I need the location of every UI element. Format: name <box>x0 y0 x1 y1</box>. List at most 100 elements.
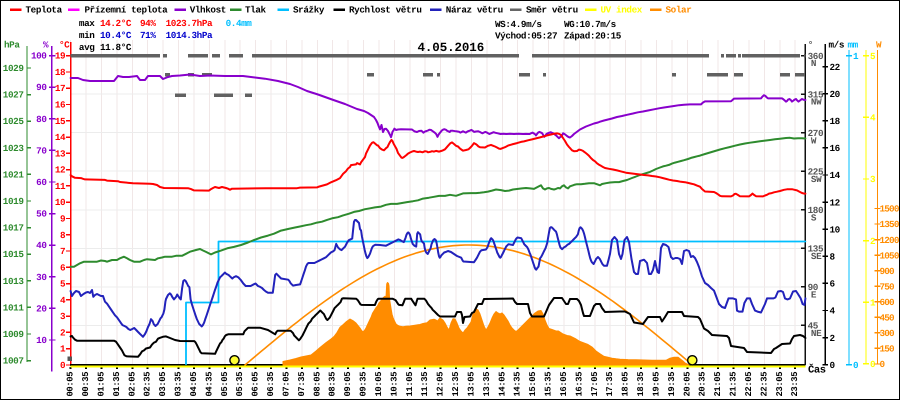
svg-text:avg: avg <box>79 42 95 53</box>
svg-text:05:05: 05:05 <box>220 372 230 397</box>
svg-text:1019: 1019 <box>3 196 25 207</box>
svg-text:00:35: 00:35 <box>81 372 91 397</box>
svg-text:10.4°C: 10.4°C <box>100 30 132 41</box>
svg-text:15: 15 <box>55 116 66 127</box>
svg-text:1015: 1015 <box>3 249 25 260</box>
svg-text:22: 22 <box>830 62 841 73</box>
svg-text:1023.7hPa: 1023.7hPa <box>166 18 213 29</box>
svg-text:7: 7 <box>60 246 65 257</box>
svg-text:19:05: 19:05 <box>651 372 661 397</box>
svg-text:2: 2 <box>830 333 836 344</box>
svg-text:9: 9 <box>60 214 66 225</box>
svg-text:8: 8 <box>60 230 66 241</box>
svg-text:20:35: 20:35 <box>698 372 708 397</box>
svg-text:Srážky: Srážky <box>293 5 325 16</box>
svg-text:4: 4 <box>870 113 876 124</box>
svg-text:Rychlost větru: Rychlost větru <box>349 5 422 16</box>
svg-text:NE: NE <box>811 328 822 339</box>
svg-text:UV index: UV index <box>601 5 643 16</box>
svg-text:09:05: 09:05 <box>343 372 353 397</box>
svg-text:01:35: 01:35 <box>112 372 122 397</box>
svg-text:10:35: 10:35 <box>389 372 399 397</box>
svg-text:03:35: 03:35 <box>174 372 184 397</box>
svg-text:11: 11 <box>55 181 66 192</box>
svg-text:3: 3 <box>870 174 876 185</box>
svg-text:20:05: 20:05 <box>682 372 692 397</box>
svg-text:1500: 1500 <box>880 204 900 215</box>
svg-text:14: 14 <box>830 170 841 181</box>
svg-text:m/s: m/s <box>829 40 845 51</box>
svg-text:40: 40 <box>36 240 47 251</box>
svg-text:1017: 1017 <box>3 223 24 234</box>
svg-text:450: 450 <box>880 313 896 324</box>
svg-text:21:05: 21:05 <box>713 372 723 397</box>
svg-text:1027: 1027 <box>3 90 24 101</box>
svg-text:E: E <box>811 290 817 301</box>
svg-text:2: 2 <box>870 236 876 247</box>
svg-text:N: N <box>811 58 816 69</box>
svg-text:5: 5 <box>60 279 66 290</box>
svg-text:Čas: Čas <box>808 364 826 377</box>
svg-text:Tlak: Tlak <box>245 5 267 16</box>
svg-text:19: 19 <box>55 51 66 62</box>
svg-text:100: 100 <box>31 51 47 62</box>
svg-text:04:05: 04:05 <box>189 372 199 397</box>
svg-text:W: W <box>811 135 817 146</box>
svg-text:09:35: 09:35 <box>359 372 369 397</box>
svg-text:08:35: 08:35 <box>328 372 338 397</box>
svg-text:10: 10 <box>55 197 66 208</box>
svg-text:90: 90 <box>808 282 819 293</box>
svg-text:1014.3hPa: 1014.3hPa <box>166 30 213 41</box>
svg-text:1025: 1025 <box>3 116 25 127</box>
svg-text:04:35: 04:35 <box>204 372 214 397</box>
svg-text:WG:10.7m/s: WG:10.7m/s <box>564 19 617 30</box>
svg-text:600: 600 <box>880 297 896 308</box>
svg-text:4: 4 <box>830 306 836 317</box>
svg-text:10:05: 10:05 <box>374 372 384 397</box>
svg-text:SW: SW <box>811 174 822 185</box>
svg-text:90: 90 <box>36 82 47 93</box>
svg-text:23:35: 23:35 <box>790 372 800 397</box>
svg-text:Vlhkost: Vlhkost <box>190 5 226 16</box>
svg-text:06:35: 06:35 <box>266 372 276 397</box>
svg-text:50: 50 <box>36 209 47 220</box>
svg-text:22:05: 22:05 <box>744 372 754 397</box>
svg-text:3: 3 <box>60 311 66 322</box>
svg-text:1200: 1200 <box>880 235 900 246</box>
svg-text:SE: SE <box>811 251 822 262</box>
svg-text:180: 180 <box>808 205 824 216</box>
svg-text:°: ° <box>808 40 813 51</box>
svg-text:6: 6 <box>830 279 836 290</box>
svg-text:WS:4.9m/s: WS:4.9m/s <box>495 19 542 30</box>
svg-text:1023: 1023 <box>3 143 25 154</box>
svg-text:08:05: 08:05 <box>312 372 322 397</box>
svg-text:13:35: 13:35 <box>482 372 492 397</box>
svg-text:mm: mm <box>848 40 859 51</box>
svg-text:11.8°C: 11.8°C <box>100 42 132 53</box>
svg-text:02:35: 02:35 <box>143 372 153 397</box>
svg-text:135: 135 <box>808 244 824 255</box>
svg-text:1007: 1007 <box>3 356 24 367</box>
svg-text:14: 14 <box>55 132 66 143</box>
svg-text:18: 18 <box>830 116 841 127</box>
svg-text:1350: 1350 <box>880 219 900 230</box>
svg-text:45: 45 <box>808 321 819 332</box>
svg-text:1009: 1009 <box>3 329 25 340</box>
svg-text:30: 30 <box>36 272 47 283</box>
svg-text:750: 750 <box>880 281 896 292</box>
svg-text:20: 20 <box>36 303 47 314</box>
svg-text:°C: °C <box>59 40 70 51</box>
svg-text:hPa: hPa <box>4 40 20 51</box>
svg-text:225: 225 <box>808 166 824 177</box>
svg-text:min: min <box>79 30 95 41</box>
svg-text:15:35: 15:35 <box>544 372 554 397</box>
svg-text:12:05: 12:05 <box>436 372 446 397</box>
svg-text:Východ:05:27: Východ:05:27 <box>495 31 557 42</box>
svg-text:360: 360 <box>808 51 824 62</box>
svg-text:1011: 1011 <box>3 302 25 313</box>
svg-text:1: 1 <box>853 51 859 62</box>
svg-text:12:35: 12:35 <box>451 372 461 397</box>
svg-text:16:35: 16:35 <box>574 372 584 397</box>
svg-text:14:35: 14:35 <box>513 372 523 397</box>
svg-text:0: 0 <box>60 360 66 371</box>
